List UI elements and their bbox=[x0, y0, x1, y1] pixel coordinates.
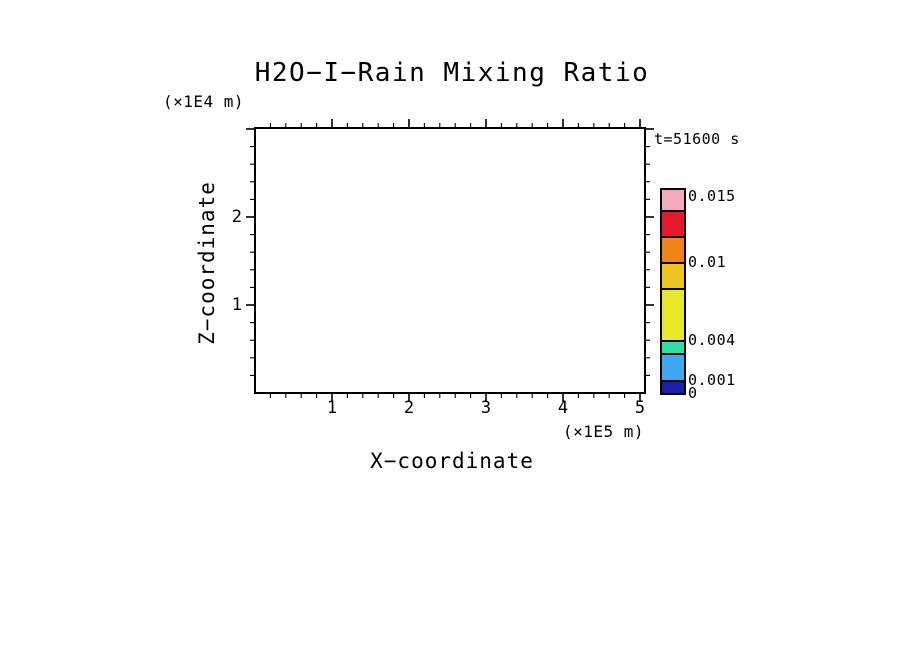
colorbar-label: 0.015 bbox=[688, 187, 736, 205]
colorbar-segment-pink bbox=[662, 190, 684, 210]
colorbar-segment-yellow bbox=[662, 288, 684, 340]
z-tick-label: 2 bbox=[231, 206, 242, 227]
colorbar bbox=[660, 188, 686, 395]
plot-frame bbox=[254, 127, 646, 394]
colorbar-segment-light-blue bbox=[662, 353, 684, 380]
colorbar-label: 0 bbox=[688, 384, 698, 402]
colorbar-segment-gold bbox=[662, 262, 684, 288]
z-axis-title: Z−coordinate bbox=[195, 181, 219, 345]
colorbar-segment-dark-blue bbox=[662, 380, 684, 393]
x-tick-label: 2 bbox=[403, 398, 415, 418]
colorbar-label: 0.004 bbox=[688, 331, 736, 350]
time-annotation: t=51600 s bbox=[654, 130, 740, 148]
colorbar-segment-red bbox=[662, 210, 684, 236]
z-axis-unit-label: (×1E4 m) bbox=[163, 92, 245, 111]
x-tick-label: 5 bbox=[634, 398, 646, 418]
x-tick-label: 1 bbox=[326, 398, 338, 418]
colorbar-label: 0.01 bbox=[688, 252, 727, 271]
x-tick-label: 4 bbox=[557, 398, 569, 418]
x-tick-label: 3 bbox=[480, 398, 492, 418]
colorbar-segment-spring-green bbox=[662, 340, 684, 353]
x-axis-title: X−coordinate bbox=[370, 449, 534, 473]
colorbar-segment-orange bbox=[662, 236, 684, 262]
z-tick-label: 1 bbox=[231, 294, 242, 315]
colorbar-label: 0.001 bbox=[688, 370, 736, 389]
x-axis-unit-label: (×1E5 m) bbox=[563, 422, 645, 441]
chart-title: H2O−I−Rain Mixing Ratio bbox=[254, 58, 650, 88]
